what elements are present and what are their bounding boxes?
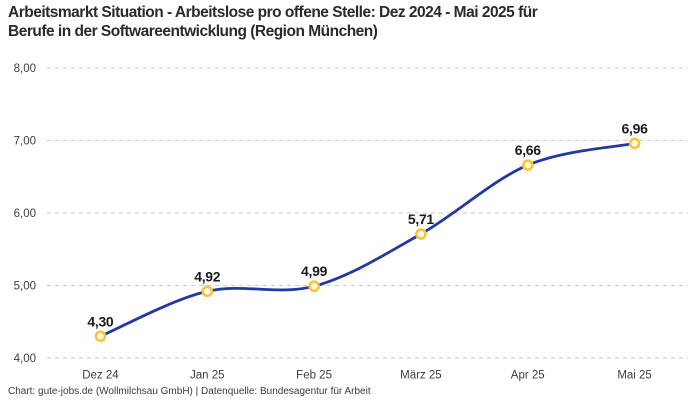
y-tick-label: 5,00 [14,281,36,293]
data-point-value-label: 5,71 [408,211,435,227]
x-tick-label: Apr 25 [511,370,545,382]
y-tick-label: 7,00 [14,136,36,148]
data-point-value-label: 6,66 [515,142,542,158]
y-tick-label: 6,00 [14,208,36,220]
y-tick-label: 4,00 [14,353,36,365]
series-line [99,142,636,338]
x-tick-label: März 25 [400,370,442,382]
data-point-value-label: 4,99 [301,263,328,279]
data-point-marker [94,330,107,343]
data-point-value-label: 4,92 [194,268,221,284]
data-point-marker [308,280,320,293]
chart-title-line2: Berufe in der Softwareentwicklung (Regio… [8,22,378,40]
x-tick-label: Mai 25 [617,370,652,382]
chart-credit: Chart: gute-jobs.de (Wollmilchsau GmbH) … [8,386,371,397]
chart-title-line1: Arbeitsmarkt Situation - Arbeitslose pro… [8,4,538,21]
data-point-marker [415,228,427,240]
chart-title: Arbeitsmarkt Situation - Arbeitslose pro… [8,4,668,41]
data-point-marker [628,137,641,150]
x-tick-label: Feb 25 [296,370,332,382]
y-tick-label: 8,00 [14,63,36,75]
x-tick-label: Jan 25 [190,370,225,382]
data-point-value-label: 6,96 [622,120,649,136]
data-point-marker [201,285,214,298]
x-tick-label: Dez 24 [82,370,119,382]
data-point-value-label: 4,30 [87,313,114,329]
data-point-marker [521,159,534,171]
